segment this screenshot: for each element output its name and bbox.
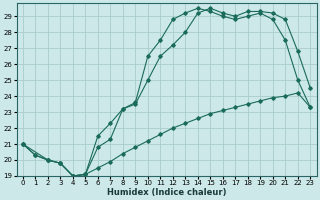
X-axis label: Humidex (Indice chaleur): Humidex (Indice chaleur) xyxy=(107,188,226,197)
